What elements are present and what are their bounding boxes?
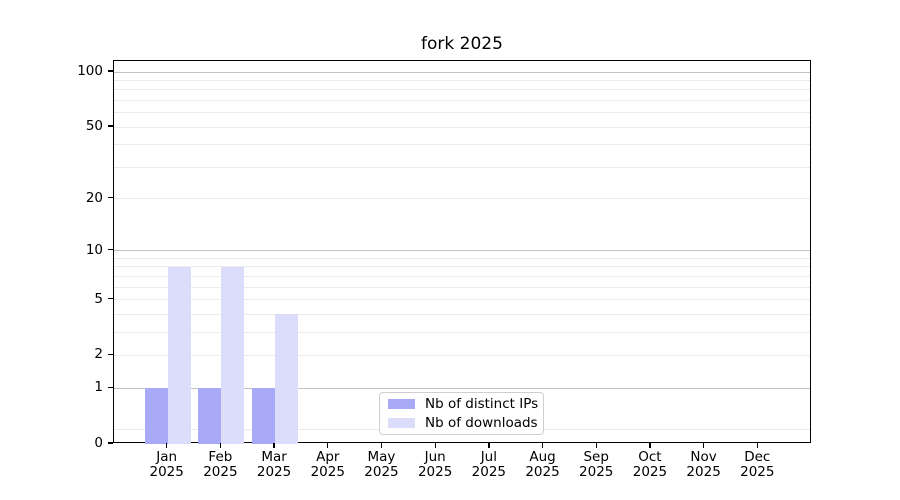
bar-downloads xyxy=(275,314,299,444)
y-axis-tick-label: 2 xyxy=(94,346,103,363)
x-axis-tick-label: May 2025 xyxy=(364,449,399,480)
y-axis-tick-label: 1 xyxy=(94,379,103,396)
x-axis-tick-label: Feb 2025 xyxy=(203,449,238,480)
x-axis-tick-label: Dec 2025 xyxy=(740,449,775,480)
x-axis-tick-mark xyxy=(434,443,436,448)
legend-swatch-downloads xyxy=(388,417,415,428)
legend-label: Nb of downloads xyxy=(425,414,538,431)
gridline-minor xyxy=(114,99,810,101)
chart-title: fork 2025 xyxy=(421,34,503,54)
x-axis-tick-mark xyxy=(595,443,597,448)
y-axis-tick-label: 50 xyxy=(85,118,103,135)
y-axis-tick-mark xyxy=(108,442,113,444)
x-axis-tick-label: Nov 2025 xyxy=(686,449,721,480)
legend-item: Nb of distinct IPs xyxy=(380,395,543,414)
gridline-minor xyxy=(114,79,810,81)
y-axis-tick-mark xyxy=(108,70,113,72)
x-axis-tick-mark xyxy=(541,443,544,448)
gridline-major xyxy=(114,387,810,389)
gridline-minor xyxy=(114,144,810,146)
gridline-minor xyxy=(114,89,810,91)
x-axis-tick-mark xyxy=(219,443,222,448)
bar-distinct-ips xyxy=(252,388,276,444)
legend-item: Nb of downloads xyxy=(380,414,543,433)
gridline-major xyxy=(114,71,810,73)
gridline-minor xyxy=(114,331,810,333)
legend: Nb of distinct IPs Nb of downloads xyxy=(379,392,544,435)
x-axis-tick-mark xyxy=(380,443,383,448)
y-axis-tick-mark xyxy=(108,249,113,251)
y-axis-tick-mark xyxy=(108,353,113,356)
y-axis-tick-label: 10 xyxy=(85,241,103,258)
gridline-minor xyxy=(114,286,810,288)
bar-distinct-ips xyxy=(198,388,222,444)
gridline-minor xyxy=(114,112,810,114)
x-axis-tick-label: Aug 2025 xyxy=(525,449,560,480)
plot-area xyxy=(113,60,811,444)
y-axis-tick-mark xyxy=(108,196,113,199)
gridline-minor xyxy=(114,126,810,128)
x-axis-tick-mark xyxy=(166,443,168,448)
x-axis-tick-label: Jun 2025 xyxy=(417,449,453,480)
y-axis-tick-label: 20 xyxy=(85,189,103,206)
x-axis-tick-label: Sep 2025 xyxy=(579,449,614,480)
y-axis-tick-mark xyxy=(108,386,113,388)
bar-downloads xyxy=(221,266,245,444)
gridline-minor xyxy=(114,313,810,315)
x-axis-tick-label: Jan 2025 xyxy=(149,449,184,480)
bar-downloads xyxy=(167,266,191,444)
y-axis-tick-label: 5 xyxy=(94,290,103,307)
y-axis-tick-mark xyxy=(108,297,113,300)
gridline-minor xyxy=(114,266,810,268)
gridline-minor xyxy=(114,299,810,301)
x-axis-tick-label: Apr 2025 xyxy=(310,449,345,480)
gridline-major xyxy=(114,250,810,252)
legend-swatch-distinct-ips xyxy=(388,399,415,410)
gridline-minor xyxy=(114,257,810,259)
x-axis-tick-mark xyxy=(756,443,758,448)
bar-distinct-ips xyxy=(144,388,168,444)
x-axis-tick-mark xyxy=(488,443,490,448)
x-axis-tick-mark xyxy=(649,443,651,448)
gridline-minor xyxy=(114,354,810,356)
x-axis-tick-mark xyxy=(703,443,705,448)
x-axis-tick-mark xyxy=(327,443,329,448)
y-axis-tick-mark xyxy=(108,125,113,127)
gridline-minor xyxy=(114,198,810,200)
legend-label: Nb of distinct IPs xyxy=(425,396,539,413)
x-axis-tick-label: Jul 2025 xyxy=(471,449,507,480)
y-axis-tick-label: 0 xyxy=(94,435,103,451)
x-axis-tick-label: Mar 2025 xyxy=(256,449,292,480)
x-axis-tick-mark xyxy=(273,443,275,448)
gridline-minor xyxy=(114,166,810,168)
gridline-minor xyxy=(114,275,810,277)
x-axis-tick-label: Oct 2025 xyxy=(632,449,668,480)
y-axis-tick-label: 100 xyxy=(77,63,103,79)
